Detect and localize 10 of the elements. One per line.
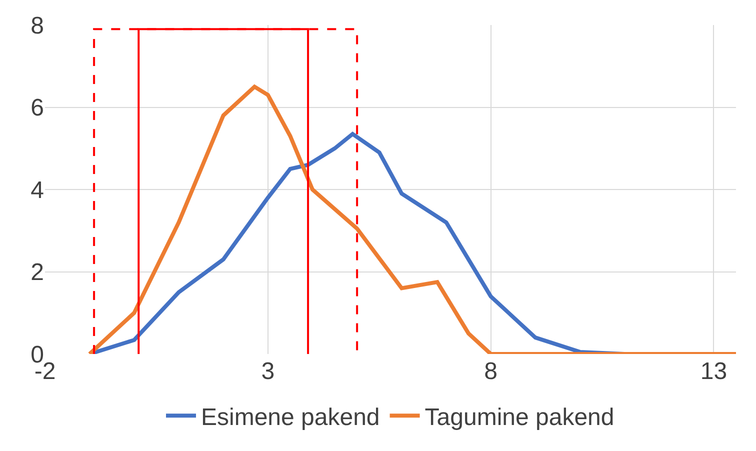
x-tick-label: 3 xyxy=(261,358,275,385)
y-tick-label: 4 xyxy=(30,176,44,204)
y-tick-label: 8 xyxy=(30,12,44,40)
line-series xyxy=(88,84,736,354)
legend-label: Esimene pakend xyxy=(201,404,380,431)
y-tick-label: 2 xyxy=(30,259,44,286)
y-tick-label: 6 xyxy=(30,94,44,122)
x-tick-label: 13 xyxy=(700,358,728,385)
x-tick-label: 8 xyxy=(484,358,498,385)
legend-label: Tagumine pakend xyxy=(424,404,614,431)
